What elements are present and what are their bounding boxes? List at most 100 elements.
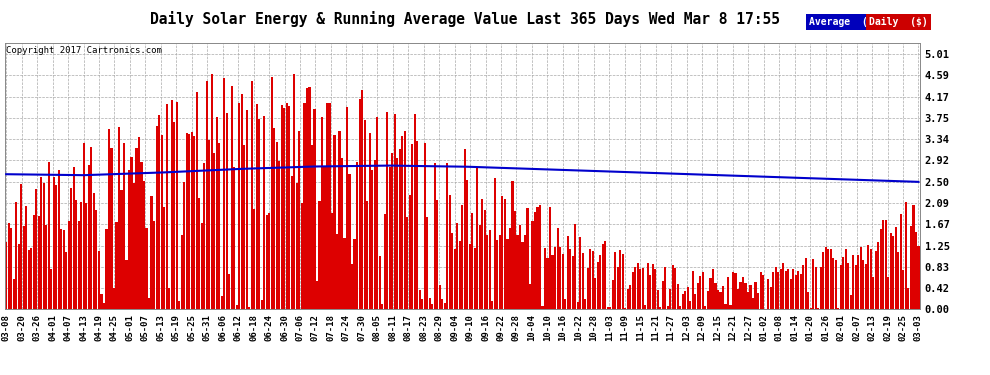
Bar (216, 117, 218, 309)
Bar (67, 220, 70, 309)
Bar (667, 306, 669, 309)
Bar (316, 281, 318, 309)
Bar (301, 204, 303, 309)
Bar (191, 132, 193, 309)
Bar (471, 213, 473, 309)
Bar (271, 77, 273, 309)
Bar (664, 267, 666, 309)
Bar (544, 249, 546, 309)
Bar (13, 279, 15, 309)
Bar (175, 102, 177, 309)
Bar (336, 234, 339, 309)
Bar (838, 308, 840, 309)
Bar (373, 160, 375, 309)
Bar (371, 170, 373, 309)
Bar (630, 285, 632, 309)
Bar (41, 177, 43, 309)
Bar (329, 103, 331, 309)
Bar (797, 271, 799, 309)
Bar (138, 138, 141, 309)
Bar (644, 304, 646, 309)
Bar (895, 228, 897, 309)
Bar (286, 103, 288, 309)
Bar (800, 274, 802, 309)
Bar (604, 241, 606, 309)
Bar (870, 249, 872, 309)
Bar (236, 305, 238, 309)
Bar (717, 290, 719, 309)
Bar (158, 116, 160, 309)
Bar (864, 264, 867, 309)
Bar (862, 260, 864, 309)
Bar (346, 107, 348, 309)
Bar (795, 274, 797, 309)
Bar (258, 118, 260, 309)
Bar (353, 238, 355, 309)
Bar (303, 103, 306, 309)
Bar (351, 264, 353, 309)
Bar (5, 242, 7, 309)
Bar (877, 242, 879, 309)
Bar (747, 292, 749, 309)
Bar (597, 262, 599, 309)
Bar (715, 283, 717, 309)
Bar (263, 116, 265, 309)
Bar (802, 265, 804, 309)
Bar (239, 103, 241, 309)
Bar (524, 234, 526, 309)
Bar (126, 260, 128, 309)
Bar (506, 239, 509, 309)
Bar (704, 306, 707, 309)
Bar (341, 158, 344, 309)
Bar (757, 293, 759, 309)
Bar (779, 269, 782, 309)
Bar (146, 228, 148, 309)
Bar (551, 255, 553, 309)
Bar (624, 308, 627, 309)
Bar (278, 162, 280, 309)
Bar (448, 195, 450, 309)
Bar (828, 249, 830, 309)
Bar (735, 273, 737, 309)
Bar (150, 195, 152, 309)
Bar (622, 254, 624, 309)
Bar (905, 202, 907, 309)
Bar (692, 271, 694, 309)
Bar (740, 282, 742, 309)
Bar (659, 308, 661, 309)
Bar (213, 153, 215, 309)
Bar (637, 263, 639, 309)
Bar (198, 198, 200, 309)
Bar (93, 193, 95, 309)
Bar (409, 195, 411, 309)
Bar (80, 202, 82, 309)
Bar (33, 215, 35, 309)
Bar (386, 112, 388, 309)
Bar (654, 269, 656, 309)
Bar (180, 235, 183, 309)
Bar (133, 183, 135, 309)
Bar (111, 147, 113, 309)
Bar (416, 141, 419, 309)
Bar (391, 153, 393, 309)
Bar (635, 267, 637, 309)
Bar (15, 202, 17, 309)
Bar (399, 149, 401, 309)
Bar (250, 81, 252, 309)
Bar (241, 94, 243, 309)
Bar (859, 247, 862, 309)
Bar (727, 278, 729, 309)
Bar (432, 304, 434, 309)
Bar (549, 207, 551, 309)
Bar (378, 256, 381, 309)
Bar (542, 306, 544, 309)
Bar (248, 307, 250, 309)
Bar (366, 201, 368, 309)
Bar (852, 255, 854, 309)
Bar (141, 162, 143, 309)
Bar (62, 230, 65, 309)
Bar (830, 249, 832, 309)
Bar (694, 294, 697, 309)
Bar (381, 304, 383, 309)
Bar (38, 216, 40, 309)
